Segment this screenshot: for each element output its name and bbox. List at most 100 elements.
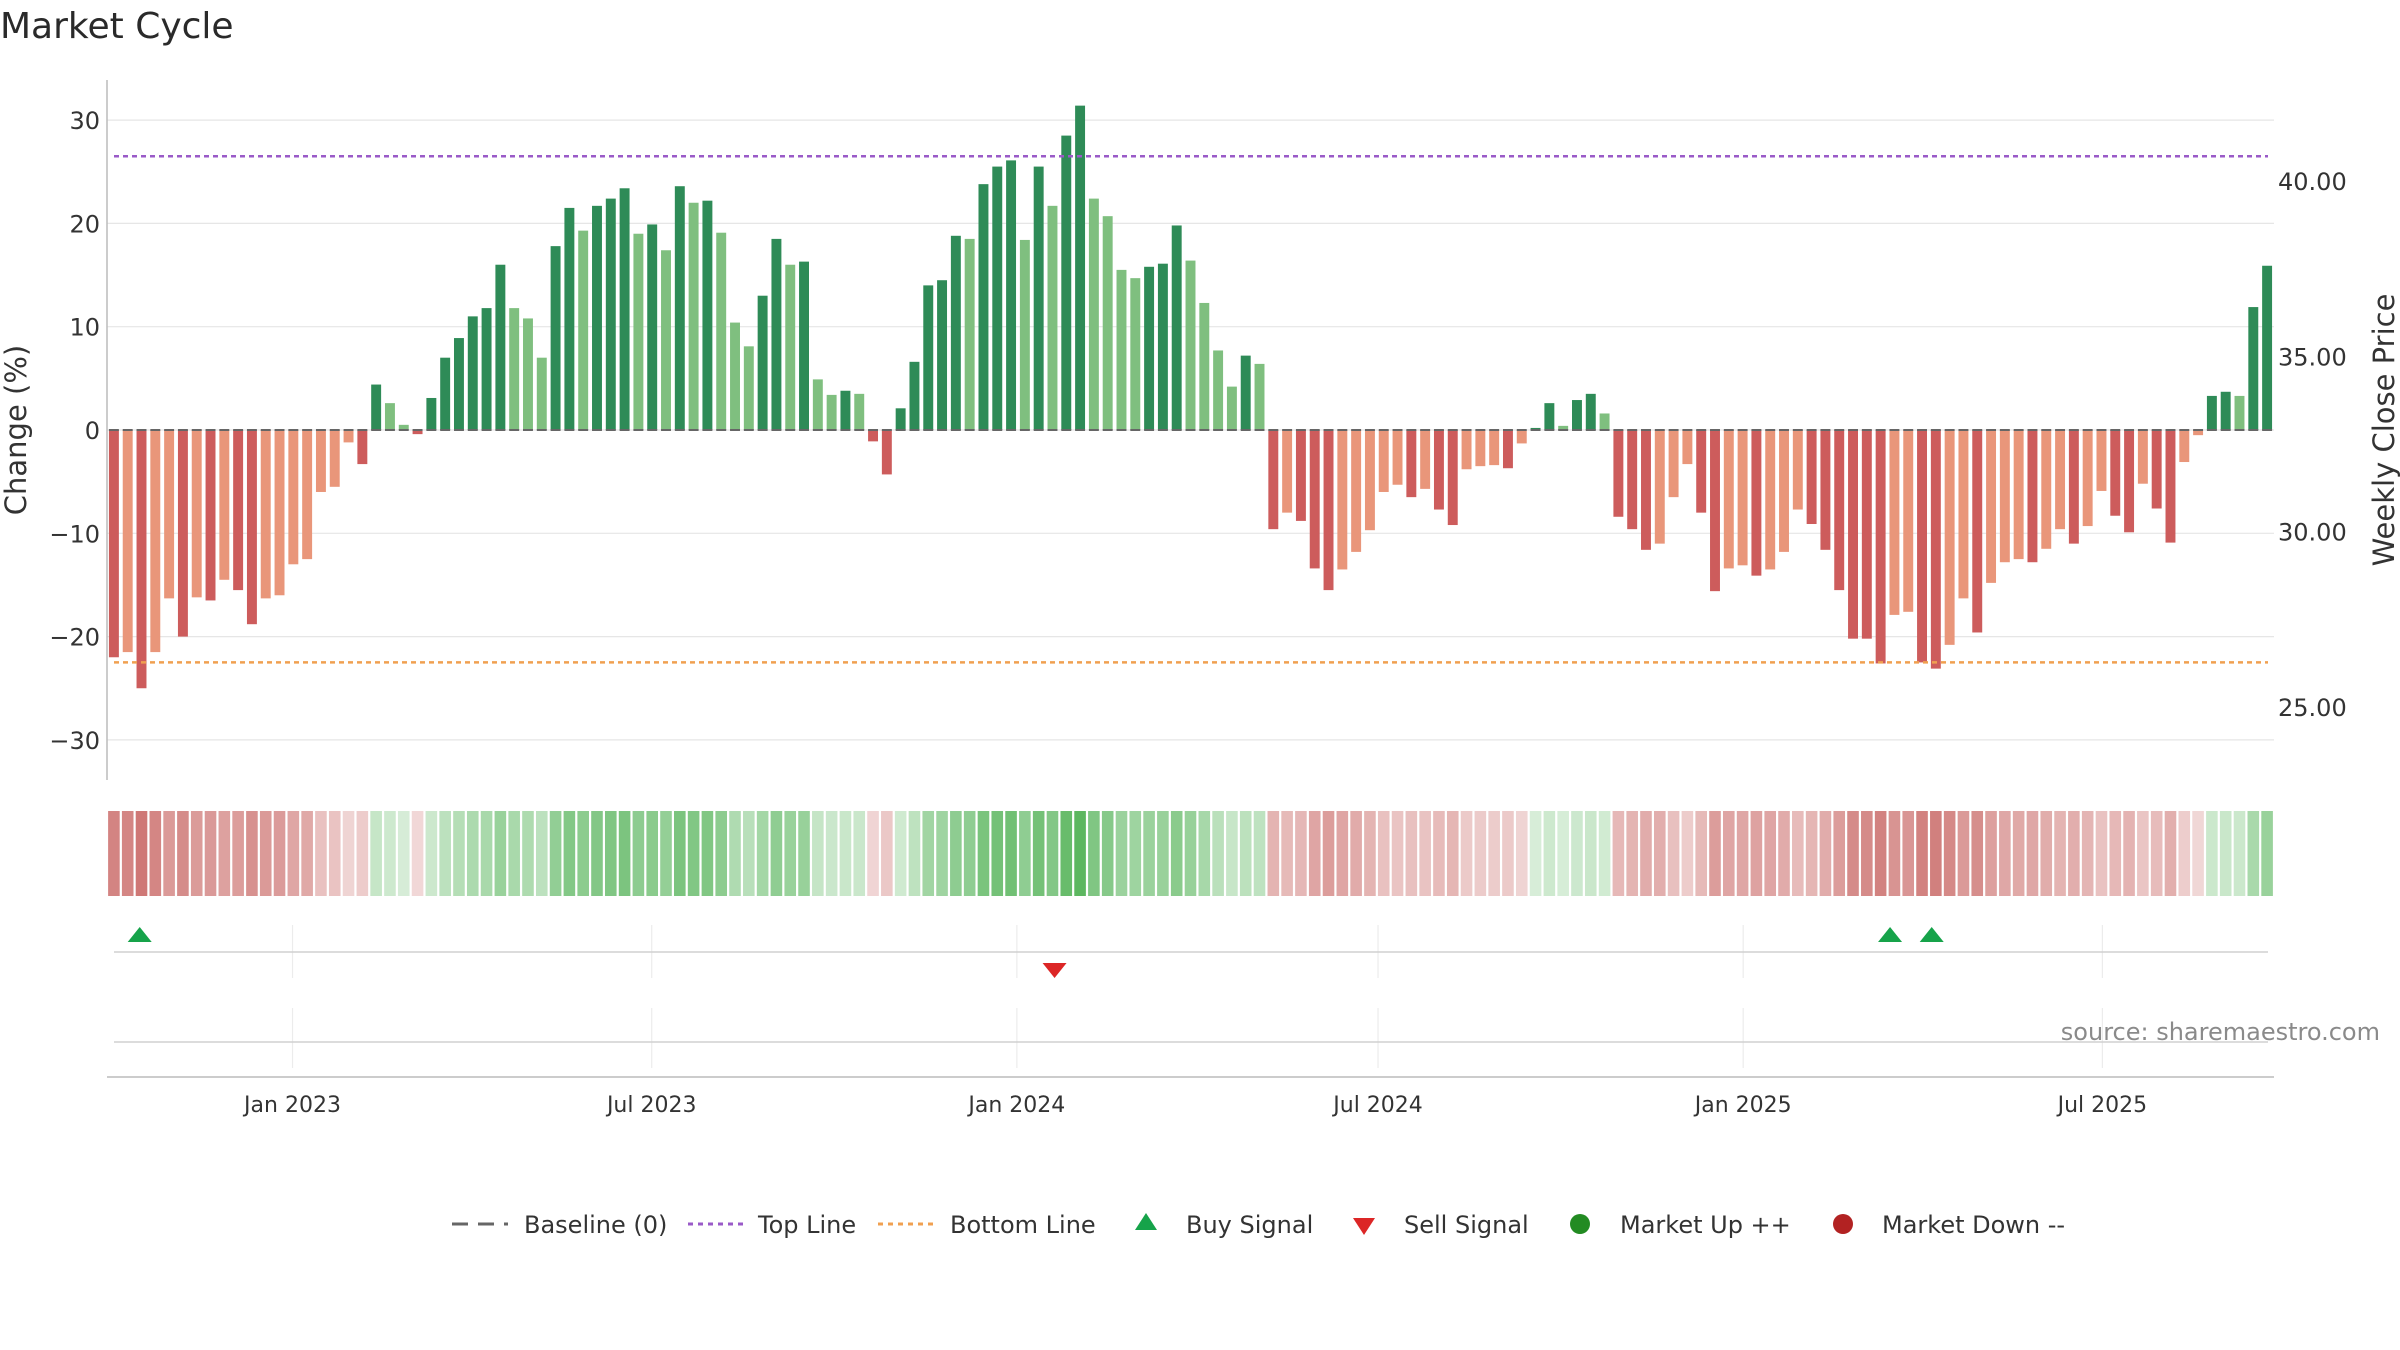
change-bar <box>1144 266 1155 430</box>
strip-cell <box>1640 811 1652 896</box>
legend-item-market-down[interactable]: Market Down -- <box>1833 1211 2065 1239</box>
strip-cell <box>756 811 769 896</box>
strip-cell <box>190 811 203 896</box>
strip-cell <box>881 811 893 896</box>
change-bar <box>1654 430 1665 544</box>
strip-cell <box>1350 811 1362 896</box>
change-bar <box>578 230 589 430</box>
strip-cell <box>2095 811 2108 896</box>
chart-title: Market Cycle <box>0 6 234 47</box>
strip-cell <box>2068 811 2080 896</box>
strip-cell <box>535 811 548 896</box>
strip-cell <box>356 811 369 896</box>
legend-item-baseline[interactable]: Baseline (0) <box>452 1211 667 1239</box>
strip-cell <box>1267 811 1280 896</box>
change-bar <box>1199 302 1210 430</box>
change-bar <box>2262 265 2273 430</box>
change-bar <box>1668 430 1679 498</box>
change-bar <box>1986 430 1997 583</box>
change-bar <box>1779 430 1789 552</box>
change-bar <box>564 207 575 430</box>
change-bar <box>992 166 1003 430</box>
change-bar <box>536 357 547 430</box>
strip-cell <box>1405 811 1418 896</box>
change-bar <box>550 246 561 430</box>
change-bar <box>509 308 520 430</box>
change-bar <box>771 238 782 430</box>
change-bar <box>2055 430 2066 530</box>
change-bar <box>1530 427 1541 430</box>
market-up-dot-icon <box>1570 1214 1590 1234</box>
strip-cell <box>1101 811 1114 896</box>
strip-cell <box>1502 811 1514 896</box>
change-bar <box>1116 269 1127 430</box>
change-bar <box>840 390 851 430</box>
strip-cell <box>177 811 189 896</box>
strip-cell <box>232 811 244 896</box>
strip-cell <box>2012 811 2025 896</box>
change-bar <box>702 200 713 430</box>
change-bar <box>1226 386 1237 430</box>
change-bar <box>1171 225 1182 430</box>
change-bar <box>1006 160 1017 430</box>
change-bar <box>674 186 685 430</box>
change-bar <box>1999 430 2010 563</box>
change-bar <box>1765 430 1776 570</box>
change-bar <box>357 430 368 465</box>
strip-cell <box>812 811 824 896</box>
strip-cell <box>1488 811 1500 896</box>
strip-cell <box>1943 811 1956 896</box>
change-bar <box>260 430 271 599</box>
change-bar <box>1295 430 1306 521</box>
change-bar <box>2137 430 2148 484</box>
change-bar <box>2179 430 2190 463</box>
change-bar <box>1268 430 1279 530</box>
change-bar <box>1917 430 1928 663</box>
strip-cell <box>2206 811 2218 896</box>
strip-cell <box>1419 811 1431 896</box>
legend-item-sell-signal[interactable]: Sell Signal <box>1353 1211 1529 1239</box>
legend-item-market-up[interactable]: Market Up ++ <box>1570 1211 1791 1239</box>
strip-cell <box>2081 811 2094 896</box>
strip-cell <box>480 811 493 896</box>
change-bar <box>1378 430 1389 492</box>
change-bar <box>398 424 409 430</box>
y-tick-labels: 30 20 10 0 −10 −20 −30 <box>49 107 100 755</box>
change-bar <box>647 224 658 430</box>
strip-cell <box>1433 811 1445 896</box>
legend-label: Top Line <box>757 1211 856 1239</box>
sell-triangle-icon <box>1353 1218 1375 1235</box>
strip-cell <box>315 811 327 896</box>
strip-cell <box>1088 811 1100 896</box>
legend-item-top-line[interactable]: Top Line <box>688 1211 856 1239</box>
strip-cell <box>439 811 451 896</box>
strip-cell <box>1557 811 1569 896</box>
strip-cell <box>1598 811 1611 896</box>
change-bar <box>2110 430 2121 516</box>
strip-cell <box>2123 811 2135 896</box>
strip-cell <box>508 811 520 896</box>
change-bar <box>1516 430 1527 444</box>
legend-label: Market Down -- <box>1882 1211 2065 1239</box>
x-tick-label: Jul 2025 <box>2056 1093 2148 1118</box>
legend-item-bottom-line[interactable]: Bottom Line <box>878 1211 1096 1239</box>
change-bar <box>605 198 616 430</box>
change-bar <box>1792 430 1803 510</box>
strip-cell <box>1681 811 1694 896</box>
change-bar <box>1848 430 1858 639</box>
change-bar <box>1889 430 1900 615</box>
y-tick-label: −20 <box>49 624 100 652</box>
legend-item-buy-signal[interactable]: Buy Signal <box>1135 1211 1313 1239</box>
legend: Baseline (0) Top Line Bottom Line Buy Si… <box>452 1211 2065 1239</box>
change-bar <box>1282 430 1293 513</box>
source-note: source: sharemaestro.com <box>2061 1018 2380 1046</box>
change-bar <box>1751 430 1762 576</box>
strip-cell <box>908 811 921 896</box>
strip-cell <box>1074 811 1086 896</box>
change-bar <box>177 430 188 637</box>
strip-cell <box>328 811 341 896</box>
strip-cell <box>1612 811 1625 896</box>
strip-cell <box>2178 811 2191 896</box>
strip-cell <box>1750 811 1763 896</box>
change-bar <box>1240 355 1251 430</box>
